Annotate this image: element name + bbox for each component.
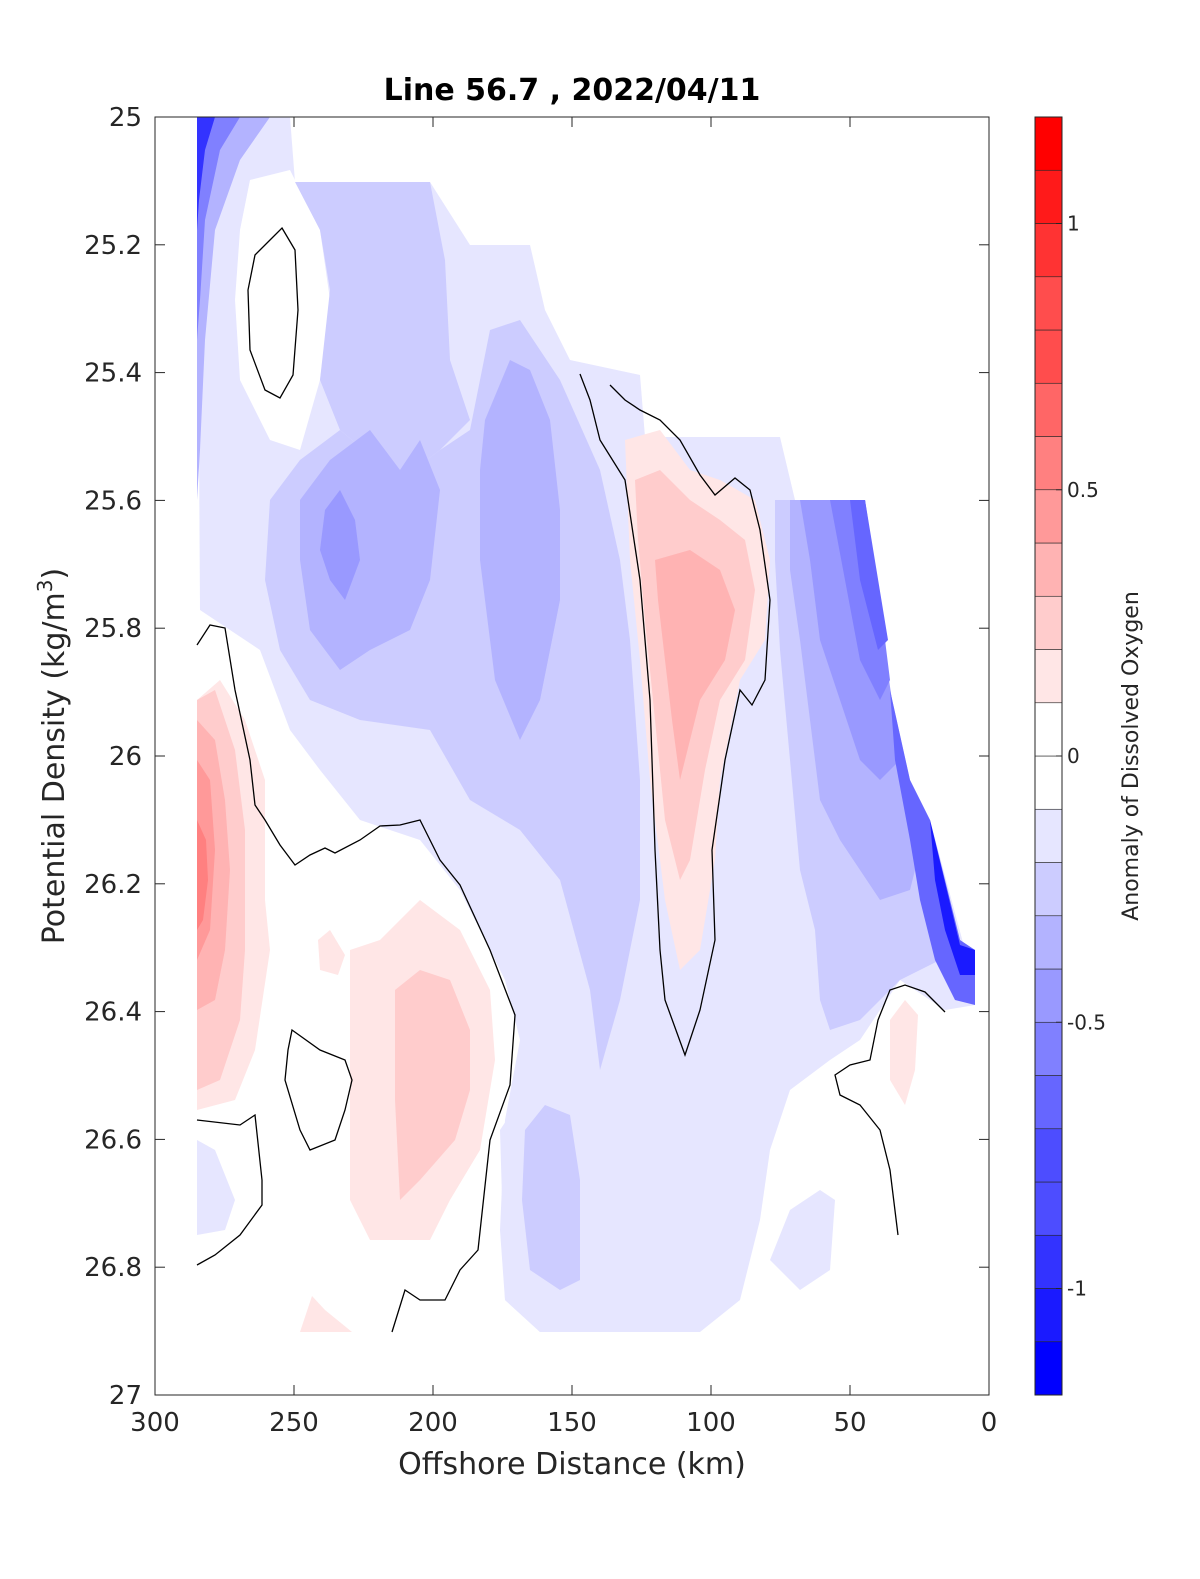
x-tick-label: 150 [547, 1408, 597, 1438]
contour-fill-neg-0.6-c [850, 500, 888, 650]
y-tick-label: 26 [109, 742, 142, 772]
contour-fill-pos-deep-small-b [300, 1296, 352, 1332]
contour-fill-neg-0.3-b [480, 360, 560, 740]
colorbar: 1 0.5 0 -0.5 -1 [1034, 116, 1106, 1396]
colorbar-band [1034, 862, 1063, 917]
contour-fill-zero-hole-1 [235, 170, 330, 450]
contour-fill-neg-west-0.3 [197, 117, 270, 500]
y-axis-label-tail: ) [37, 568, 72, 580]
colorbar-tick-label: 0 [1067, 744, 1080, 768]
colorbar-band [1034, 808, 1063, 863]
y-tick-label: 27 [109, 1381, 142, 1411]
x-tick-label: 100 [686, 1408, 736, 1438]
contour-fill-neg-deep-d [197, 1140, 235, 1235]
contour-fill-neg-0.3 [300, 430, 440, 670]
contour-fill-pos-0.3 [655, 550, 735, 780]
zero-contour-shelf [834, 984, 946, 1236]
y-axis-label-superscript: 3 [33, 579, 57, 592]
colorbar-band [1034, 542, 1063, 597]
colorbar-band [1034, 1021, 1063, 1076]
y-tick-label: 26.4 [84, 998, 142, 1028]
contour-fill-pos-deep-small-a [318, 930, 345, 975]
y-tick-label: 26.8 [84, 1253, 142, 1283]
y-tick-label: 25.4 [84, 359, 142, 389]
contour-fills [197, 117, 975, 1332]
y-tick-label: 25 [109, 103, 142, 133]
colorbar-band [1034, 595, 1063, 650]
colorbar-band [1034, 1341, 1063, 1396]
y-axis: 25 25.2 25.4 25.6 25.8 26 26.2 26.4 26.6 26.8 27 [84, 103, 989, 1411]
colorbar-band [1034, 276, 1063, 331]
x-axis: 300 250 200 150 100 50 0 [130, 117, 997, 1438]
contour-fill-neg-west-0.5 [197, 117, 240, 340]
zero-contour-upper-loop [247, 226, 299, 399]
y-tick-label: 25.8 [84, 614, 142, 644]
zero-contour-tongue [579, 373, 771, 1057]
contour-fill-neg-deep-b [522, 1105, 580, 1290]
chart-title: Line 56.7 , 2022/04/11 [384, 73, 761, 108]
zero-contour-west-a [196, 624, 516, 1333]
colorbar-band [1034, 382, 1063, 437]
colorbar-band [1034, 169, 1063, 224]
contour-fill-neg-deep-c [770, 1190, 835, 1290]
zero-contour-deep-loop [284, 1028, 353, 1151]
x-tick-label: 50 [833, 1408, 866, 1438]
y-axis-label: Potential Density (kg/m3) [33, 568, 72, 944]
y-tick-label: 25.6 [84, 486, 142, 516]
y-tick-label: 26.2 [84, 870, 142, 900]
x-tick-label: 250 [269, 1408, 319, 1438]
contour-fill-neg-0.4-c [800, 500, 900, 780]
colorbar-band [1034, 755, 1063, 810]
x-axis-label: Offshore Distance (km) [398, 1447, 746, 1482]
contour-fill-pos-deep-0.2 [395, 970, 470, 1200]
contour-fill-neg-0.2-a [295, 182, 470, 480]
y-axis-label-main: Potential Density (kg/m [37, 592, 72, 944]
colorbar-band [1034, 1181, 1063, 1236]
colorbar-band [1034, 702, 1063, 757]
zero-contour-west-b [196, 1113, 263, 1266]
x-tick-label: 300 [130, 1408, 180, 1438]
contour-fill-neg-0.9-shelf [930, 820, 975, 975]
colorbar-band [1034, 649, 1063, 704]
colorbar-tick-label: 1 [1067, 212, 1080, 236]
contour-fill-pos-deep-small-c [890, 1000, 918, 1105]
colorbar-band [1034, 489, 1063, 544]
colorbar-band [1034, 1128, 1063, 1183]
y-tick-label: 25.2 [84, 231, 142, 261]
colorbar-band [1034, 116, 1063, 171]
contour-fill-neg-0.5-c [830, 500, 890, 700]
colorbar-band [1034, 968, 1063, 1023]
x-tick-label: 200 [408, 1408, 458, 1438]
contour-fill-neg-west-0.8 [197, 117, 215, 230]
colorbar-band [1034, 1234, 1063, 1289]
contour-fill-pos-west-0.5 [197, 820, 208, 930]
colorbar-tick-label: -0.5 [1067, 1010, 1106, 1034]
colorbar-band [1034, 436, 1063, 491]
colorbar-tick-label: -1 [1067, 1277, 1087, 1301]
colorbar-tick-label: 0.5 [1067, 478, 1099, 502]
y-tick-label: 26.6 [84, 1125, 142, 1155]
colorbar-band [1034, 329, 1063, 384]
contour-fill-neg-0.4 [320, 490, 360, 600]
x-tick-label: 0 [981, 1408, 998, 1438]
colorbar-band [1034, 1075, 1063, 1130]
colorbar-label: Anomaly of Dissolved Oxygen [1119, 591, 1144, 921]
zero-contour-lines [196, 226, 946, 1333]
colorbar-band [1034, 1288, 1063, 1343]
colorbar-band [1034, 915, 1063, 970]
colorbar-band [1034, 223, 1063, 278]
